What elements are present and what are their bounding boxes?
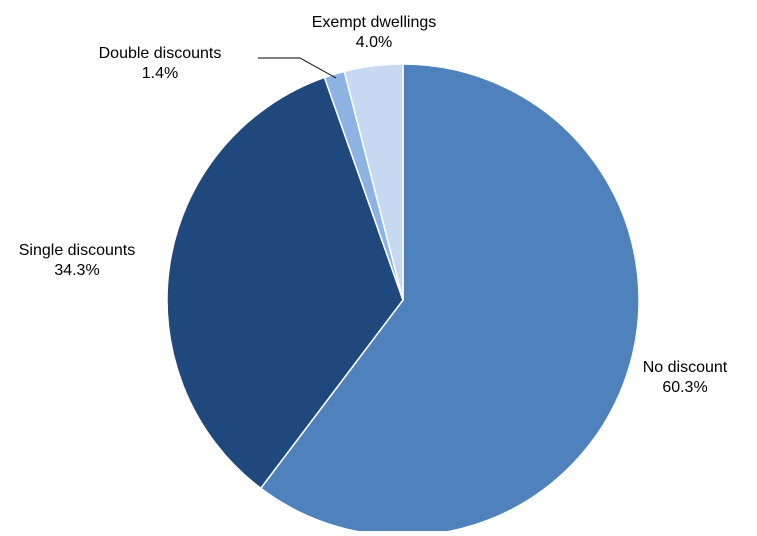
slice-label-double-discounts: Double discounts [99,45,222,62]
slice-label-exempt-dwellings: Exempt dwellings [312,14,437,31]
leader-line-double-discounts [258,57,337,79]
pie-slices [166,63,640,536]
slice-label-no-discount: No discount [643,359,728,376]
slice-value-label-no-discount: 60.3% [662,379,707,396]
leader-lines [258,57,337,79]
slice-label-single-discounts: Single discounts [19,242,136,259]
pie-slice-single-discounts [166,76,404,490]
pie-slice-exempt-dwellings [343,63,404,301]
slice-value-label-double-discounts: 1.4% [142,65,178,82]
slice-labels: No discount 60.3% Single discounts 34.3% Dou… [19,14,728,396]
slice-value-label-single-discounts: 34.3% [54,262,99,279]
slice-value-label-exempt-dwellings: 4.0% [356,34,392,51]
